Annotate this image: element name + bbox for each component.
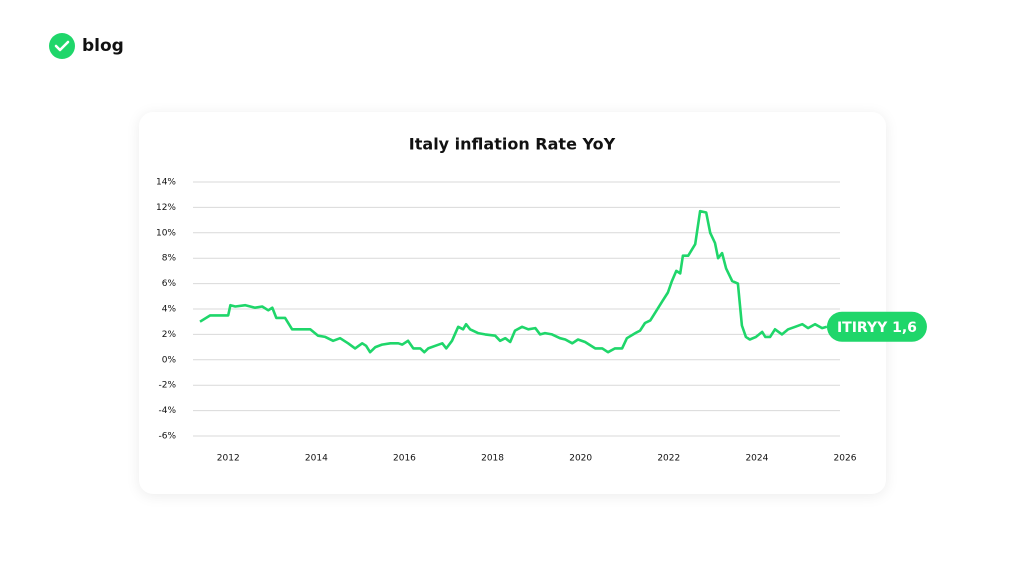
x-tick-label: 2012 bbox=[217, 454, 240, 464]
y-tick-label: 2% bbox=[162, 330, 177, 340]
y-tick-label: 14% bbox=[156, 178, 176, 188]
y-tick-label: -6% bbox=[158, 432, 176, 442]
chart-card bbox=[139, 112, 886, 494]
x-tick-label: 2026 bbox=[834, 454, 857, 464]
y-tick-label: 12% bbox=[156, 203, 176, 213]
price-badge-label: ITIRYY 1,6 bbox=[837, 320, 917, 336]
price-badge bbox=[826, 311, 927, 342]
x-tick-label: 2018 bbox=[481, 454, 504, 464]
y-tick-label: 0% bbox=[162, 355, 177, 365]
y-tick-label: -4% bbox=[158, 406, 176, 416]
x-tick-label: 2022 bbox=[657, 454, 680, 464]
y-tick-label: 4% bbox=[162, 305, 177, 315]
y-tick-label: 8% bbox=[162, 254, 177, 264]
x-tick-label: 2024 bbox=[745, 454, 768, 464]
y-tick-label: -2% bbox=[158, 381, 176, 391]
y-tick-label: 6% bbox=[162, 279, 177, 289]
x-tick-label: 2014 bbox=[305, 454, 328, 464]
chart-title: Italy inflation Rate YoY bbox=[409, 135, 616, 154]
x-tick-label: 2016 bbox=[393, 454, 416, 464]
brand: blog bbox=[82, 36, 124, 56]
data-line bbox=[199, 209, 828, 354]
x-tick-label: 2020 bbox=[569, 454, 592, 464]
logo-icon bbox=[49, 33, 75, 59]
logo-check bbox=[54, 40, 70, 52]
y-tick-label: 10% bbox=[156, 228, 176, 238]
